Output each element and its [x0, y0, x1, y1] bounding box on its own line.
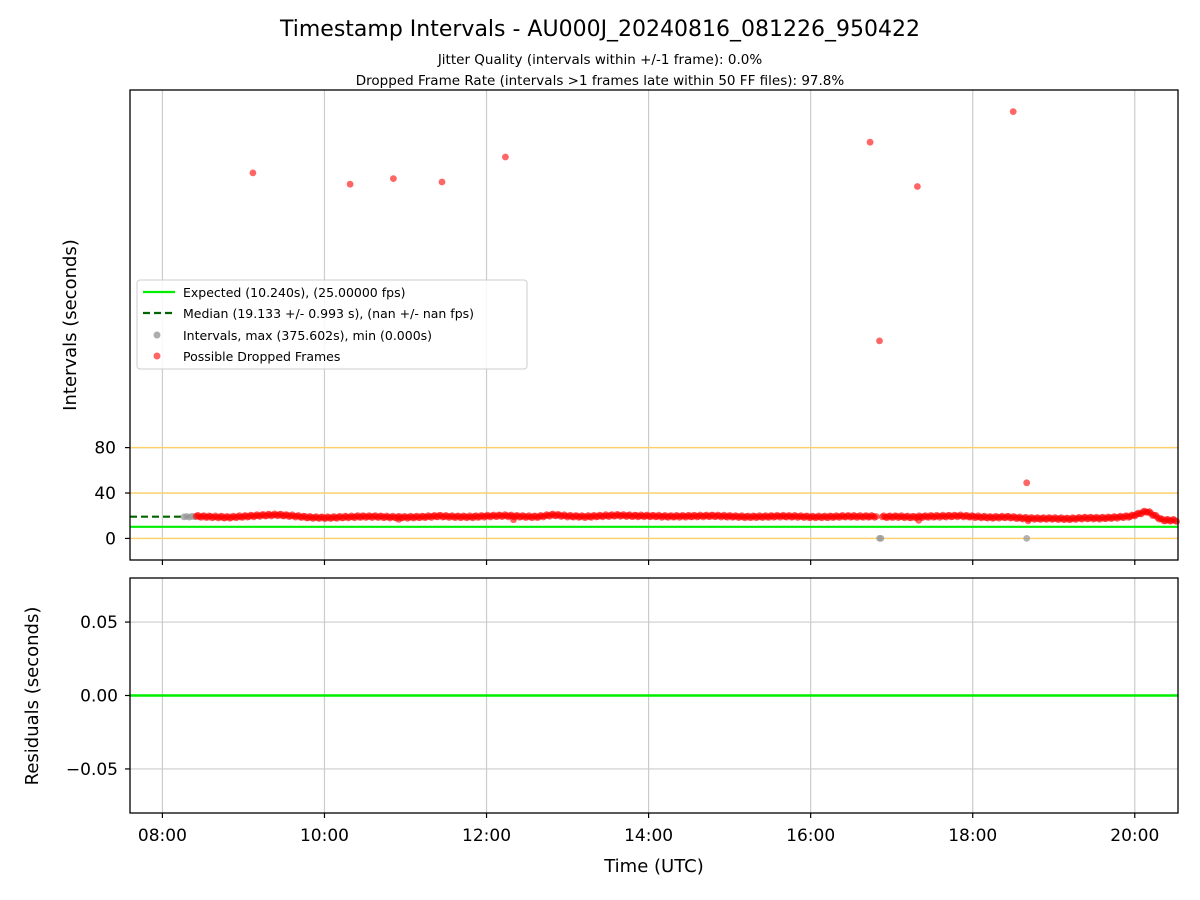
dropped-frame-point	[876, 337, 883, 345]
x-tick-label: 08:00	[138, 826, 187, 846]
bottom-y-tick-label: 0.00	[80, 687, 118, 707]
x-tick-label: 16:00	[786, 826, 835, 846]
bottom-y-tick-label: 0.05	[80, 613, 118, 633]
interval-point	[877, 535, 885, 542]
dropped-frame-point	[502, 153, 509, 161]
top-reference-lines	[130, 446, 1178, 540]
chart-title: Timestamp Intervals - AU000J_20240816_08…	[279, 17, 920, 42]
top-y-tick-label: 40	[94, 484, 116, 504]
top-plot-frame	[129, 89, 1179, 561]
dropped-frame-point	[1173, 518, 1180, 525]
legend-dropped-marker	[153, 352, 161, 360]
dropped-frame-point	[1023, 479, 1031, 487]
dropped-frame-point	[1024, 517, 1032, 525]
chart-subtitle-2: Dropped Frame Rate (intervals >1 frames …	[356, 73, 845, 89]
interval-point	[1023, 535, 1031, 542]
legend-intervals-label: Intervals, max (375.602s), min (0.000s)	[183, 328, 432, 343]
legend: Expected (10.240s), (25.00000 fps) Media…	[136, 279, 528, 370]
dropped-frame-point	[1009, 108, 1017, 115]
bottom-y-ticks: 0.05 0.00 −0.05	[66, 613, 130, 780]
chart-subtitle-1: Jitter Quality (intervals within +/-1 fr…	[437, 52, 763, 68]
x-tick-label: 10:00	[300, 826, 349, 846]
dropped-frame-point	[395, 516, 403, 523]
legend-median-label: Median (19.133 +/- 0.993 s), (nan +/- na…	[183, 306, 474, 321]
legend-dropped-label: Possible Dropped Frames	[183, 349, 340, 364]
dropped-frame-point	[390, 175, 397, 183]
top-series	[130, 108, 1180, 542]
x-tick-label: 12:00	[462, 826, 511, 846]
dropped-frame-point	[914, 183, 921, 190]
top-y-tick-label: 0	[105, 529, 116, 549]
bottom-y-tick-label: −0.05	[66, 760, 118, 780]
dropped-frame-point	[866, 138, 874, 146]
bottom-x-ticks: 08:00 10:00 12:00 14:00 16:00 18:00 20:00	[138, 813, 1159, 846]
x-tick-label: 18:00	[948, 826, 997, 846]
dropped-frame-point	[346, 180, 354, 188]
x-tick-label: 14:00	[624, 826, 673, 846]
bottom-panel: 0.05 0.00 −0.05 08:00 10:00 12:00 14:00 16:00 1…	[22, 577, 1179, 877]
top-x-ticks	[161, 560, 1136, 565]
x-tick-label: 20:00	[1110, 826, 1159, 846]
top-y-ticks: 0 40 80	[94, 439, 130, 549]
legend-intervals-marker	[153, 331, 161, 339]
dropped-frame-point	[915, 516, 923, 524]
bottom-y-axis-label: Residuals (seconds)	[22, 607, 43, 786]
x-axis-label: Time (UTC)	[603, 856, 704, 877]
dropped-frame-point	[249, 169, 257, 177]
top-panel: 0 40 80 Intervals (seconds) Expected (10.2…	[60, 89, 1180, 565]
legend-expected-label: Expected (10.240s), (25.00000 fps)	[183, 285, 405, 300]
dropped-frame-point	[438, 178, 446, 186]
dropped-frame-point	[510, 516, 517, 524]
legend-box	[136, 279, 528, 370]
top-y-tick-label: 80	[94, 439, 116, 459]
dropped-frame-point	[872, 513, 880, 520]
top-y-axis-label: Intervals (seconds)	[60, 239, 81, 411]
